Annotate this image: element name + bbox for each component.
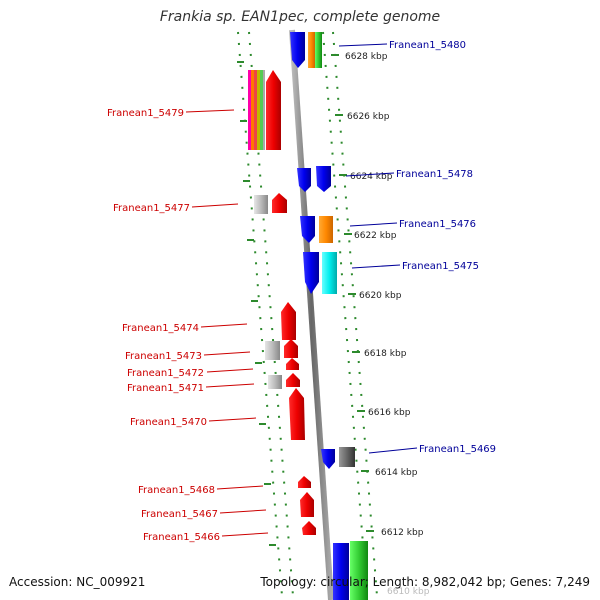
gene-label-left[interactable]: Franean1_5472 [127, 368, 204, 379]
gene-block [339, 447, 355, 467]
gene-label-left[interactable]: Franean1_5474 [122, 323, 199, 334]
accession-text: Accession: NC_009921 [9, 575, 146, 589]
gene-block [268, 375, 282, 389]
gene-arrow [316, 166, 331, 192]
gene-label-right[interactable]: Franean1_5478 [396, 169, 473, 180]
gene-arrow [272, 193, 287, 213]
gene-arrow [286, 358, 299, 370]
gene-arrow [303, 252, 319, 294]
kbp-label: 6620 kbp [359, 291, 402, 301]
gene-block [308, 32, 315, 68]
chromosome-axis [289, 29, 334, 600]
gene-arrow [290, 32, 305, 68]
kbp-label: 6616 kbp [368, 408, 411, 418]
kbp-label: 6614 kbp [375, 468, 418, 478]
gene-arrow [266, 70, 281, 150]
gene-label-left[interactable]: Franean1_5473 [125, 351, 202, 362]
gene-label-left[interactable]: Franean1_5467 [141, 509, 218, 520]
gene-label-right[interactable]: Franean1_5475 [402, 261, 479, 272]
gene-arrow [300, 492, 314, 517]
kbp-label: 6612 kbp [381, 528, 424, 538]
gene-block [333, 543, 349, 600]
gene-arrow [302, 521, 316, 535]
gene-block [322, 252, 337, 294]
right-leader-lines [338, 43, 418, 454]
gene-block [254, 195, 268, 214]
gene-block [265, 341, 280, 360]
gene-label-left[interactable]: Franean1_5466 [143, 532, 220, 543]
gene-label-right[interactable]: Franean1_5469 [419, 444, 496, 455]
left-strand-genes [248, 70, 316, 535]
topology-text: Topology: circular; Length: 8,982,042 bp… [260, 575, 590, 589]
gene-block [319, 216, 333, 243]
gene-arrow [286, 373, 300, 387]
gene-label-left[interactable]: Franean1_5471 [127, 383, 204, 394]
kbp-label: 6626 kbp [347, 112, 390, 122]
left-tick-marks [237, 61, 276, 546]
kbp-label: 6618 kbp [364, 349, 407, 359]
kbp-label: 6624 kbp [350, 172, 393, 182]
map-title: Frankia sp. EAN1pec, complete genome [159, 9, 441, 25]
gene-arrow [300, 216, 315, 243]
gene-arrow [289, 388, 305, 440]
kbp-label: 6622 kbp [354, 231, 397, 241]
gene-label-right[interactable]: Franean1_5480 [389, 40, 466, 51]
gene-label-right[interactable]: Franean1_5476 [399, 219, 476, 230]
kbp-label: 6628 kbp [345, 52, 388, 62]
gene-arrow [281, 302, 296, 340]
gene-block [315, 32, 322, 68]
gene-label-left[interactable]: Franean1_5479 [107, 108, 184, 119]
gene-arrow [298, 476, 311, 488]
left-leader-lines [185, 109, 269, 537]
gene-arrow [284, 339, 298, 358]
gene-label-left[interactable]: Franean1_5468 [138, 485, 215, 496]
kbp-label: 6610 kbp [387, 587, 430, 597]
gene-arrow [321, 449, 335, 469]
gene-arrow [297, 168, 311, 192]
gene-block [350, 541, 368, 600]
right-strand-genes [290, 32, 368, 600]
gene-label-left[interactable]: Franean1_5477 [113, 203, 190, 214]
kbp-ticks [331, 54, 374, 532]
gene-label-left[interactable]: Franean1_5470 [130, 417, 207, 428]
